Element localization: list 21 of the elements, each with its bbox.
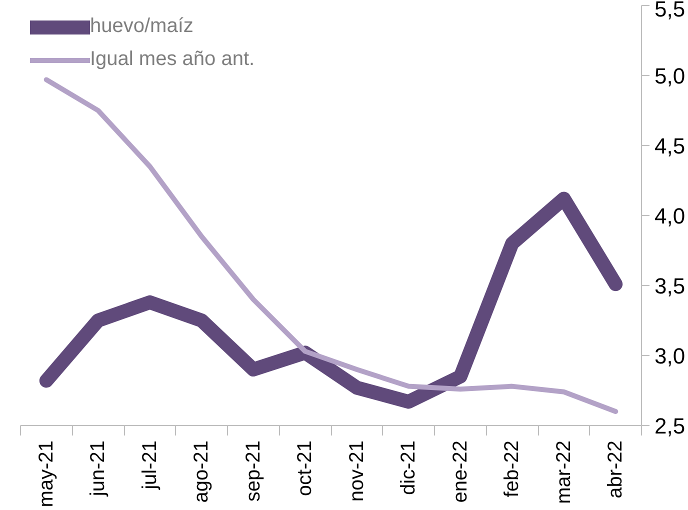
y-tick-label: 3,0 [654, 344, 686, 368]
legend-label: Igual mes año ant. [90, 48, 255, 71]
x-tick-label: dic-21 [398, 440, 420, 495]
x-tick-label: jun-21 [87, 440, 110, 498]
y-tick-label: 4,5 [654, 134, 686, 158]
x-tick-label: oct-21 [294, 440, 316, 496]
y-tick-label: 2,5 [654, 414, 686, 438]
y-tick-label: 5,5 [654, 0, 686, 22]
x-tick-label: may-21 [35, 440, 58, 508]
x-tick-label: feb-22 [501, 440, 524, 498]
x-tick-label: mar-22 [552, 440, 575, 504]
x-tick-label: ago-21 [190, 440, 213, 503]
y-tick-label: 4,0 [654, 204, 686, 228]
x-tick-label: sep-21 [242, 440, 264, 502]
y-tick-label: 3,5 [654, 274, 686, 298]
x-tick-label: nov-21 [346, 440, 368, 502]
x-tick-label: abr-22 [604, 440, 627, 498]
y-tick-label: 5,0 [654, 64, 686, 88]
x-tick-label: jul-21 [138, 440, 161, 490]
legend-label: huevo/maíz [90, 15, 194, 38]
x-tick-label: ene-22 [449, 440, 472, 503]
